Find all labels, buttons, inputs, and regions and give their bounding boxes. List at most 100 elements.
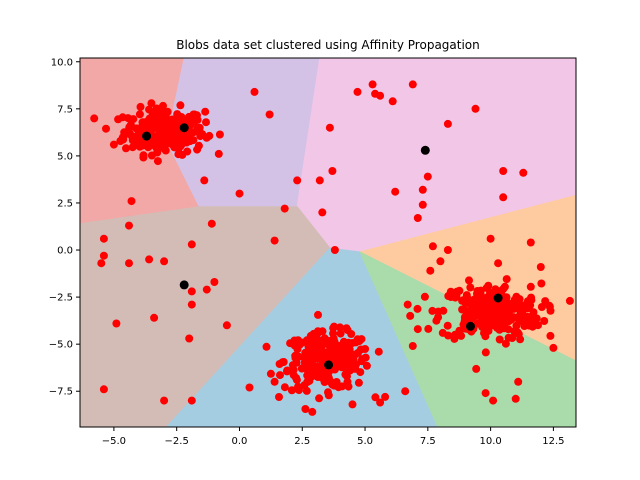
data-point [307, 347, 316, 356]
data-point [484, 281, 493, 290]
data-point [99, 385, 108, 394]
data-point [343, 372, 351, 381]
data-point [516, 335, 525, 344]
data-point [176, 101, 185, 110]
data-point [310, 362, 319, 371]
data-point [187, 396, 196, 405]
data-point [160, 257, 169, 266]
data-point [275, 360, 284, 368]
data-point [127, 197, 136, 206]
data-point [336, 323, 344, 332]
data-point [511, 394, 520, 403]
data-point [332, 381, 341, 390]
data-point [125, 123, 134, 132]
data-point [520, 322, 529, 330]
data-point [145, 105, 154, 114]
data-point [336, 329, 345, 338]
data-point [376, 398, 385, 407]
data-point [351, 364, 360, 373]
data-point [125, 221, 133, 230]
data-point [499, 193, 508, 202]
data-point [187, 300, 196, 309]
data-point [280, 383, 289, 392]
data-point [299, 363, 308, 372]
x-tick-label: 2.5 [294, 436, 310, 447]
data-point [426, 266, 435, 275]
data-point [549, 343, 558, 352]
data-point [451, 293, 460, 302]
data-point [428, 306, 437, 315]
data-point [183, 137, 192, 146]
data-point [315, 394, 324, 403]
data-point [354, 378, 363, 387]
data-point [202, 285, 211, 294]
data-point [270, 236, 279, 245]
data-point [315, 176, 324, 185]
data-point [565, 296, 574, 305]
x-tick-label: 0.0 [232, 436, 248, 447]
data-point [482, 318, 491, 326]
data-point [187, 287, 196, 296]
data-point [276, 371, 284, 380]
data-point [313, 327, 322, 336]
cluster-regions [80, 58, 576, 427]
data-point [458, 305, 467, 314]
data-point [200, 176, 209, 185]
data-point [541, 297, 550, 306]
y-tick-label: 0.0 [57, 246, 73, 257]
data-point [504, 317, 513, 326]
data-point [546, 331, 555, 340]
data-point [443, 246, 452, 254]
data-point [406, 311, 415, 320]
data-point [168, 131, 177, 140]
y-tick-label: −7.5 [49, 387, 73, 398]
data-point [443, 321, 452, 330]
data-point [361, 353, 370, 362]
data-point [512, 321, 521, 330]
data-point [413, 325, 422, 334]
data-point [509, 304, 518, 313]
data-point [120, 131, 128, 140]
data-point [354, 348, 362, 357]
data-point [330, 322, 339, 331]
data-point [250, 87, 259, 96]
data-point [99, 234, 108, 243]
y-tick-label: −2.5 [49, 293, 73, 304]
data-point [161, 117, 170, 125]
data-point [413, 304, 422, 313]
data-point [270, 377, 279, 386]
data-point [332, 363, 340, 372]
data-point [150, 313, 159, 322]
data-point [481, 325, 489, 334]
data-point [109, 140, 118, 149]
data-point [102, 124, 110, 133]
data-point [348, 400, 357, 409]
data-point [495, 335, 504, 344]
data-point [325, 123, 334, 132]
data-point [537, 279, 546, 288]
data-point [465, 276, 473, 285]
x-tick-label: 12.5 [542, 436, 564, 447]
data-point [293, 176, 302, 185]
data-point [371, 393, 380, 402]
data-point [177, 141, 186, 150]
exemplar-point [179, 123, 189, 133]
data-point [235, 189, 244, 198]
data-point [465, 307, 474, 316]
data-point [374, 347, 383, 356]
data-point [490, 310, 499, 318]
data-point [424, 324, 433, 333]
data-point [423, 172, 432, 181]
data-point [408, 80, 417, 89]
data-point [362, 361, 371, 370]
data-point [163, 107, 172, 116]
data-point [494, 259, 503, 268]
data-point [328, 167, 337, 175]
data-point [147, 99, 156, 108]
data-point [466, 283, 475, 292]
data-point [540, 317, 549, 325]
data-point [130, 132, 139, 141]
data-point [475, 293, 484, 302]
data-point [295, 340, 304, 349]
